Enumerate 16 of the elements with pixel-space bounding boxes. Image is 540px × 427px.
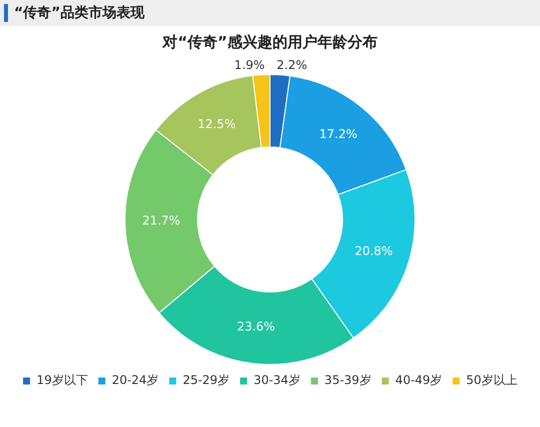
legend-label: 40-49岁 bbox=[395, 373, 442, 388]
data-label: 20.8% bbox=[354, 244, 393, 258]
data-label: 17.2% bbox=[319, 127, 358, 142]
data-label: 12.5% bbox=[198, 116, 236, 131]
data-label: 23.6% bbox=[236, 319, 276, 334]
legend-label: 19岁以下 bbox=[36, 373, 88, 388]
data-label: 1.9% bbox=[234, 58, 265, 72]
legend-label: 50岁以上 bbox=[466, 373, 518, 388]
legend-label: 35-39岁 bbox=[324, 373, 372, 388]
legend-label: 25-29岁 bbox=[182, 373, 230, 388]
legend-label: 20-24岁 bbox=[112, 373, 159, 388]
data-label: 2.2% bbox=[276, 58, 308, 72]
chart-title: “传奇”品类市场表现 bbox=[14, 4, 144, 22]
data-label: 21.7% bbox=[142, 214, 180, 228]
chart-subtitle: 对“传奇”感兴趣的用户年龄分布 bbox=[162, 32, 378, 51]
legend-label: 30-34岁 bbox=[254, 373, 300, 388]
